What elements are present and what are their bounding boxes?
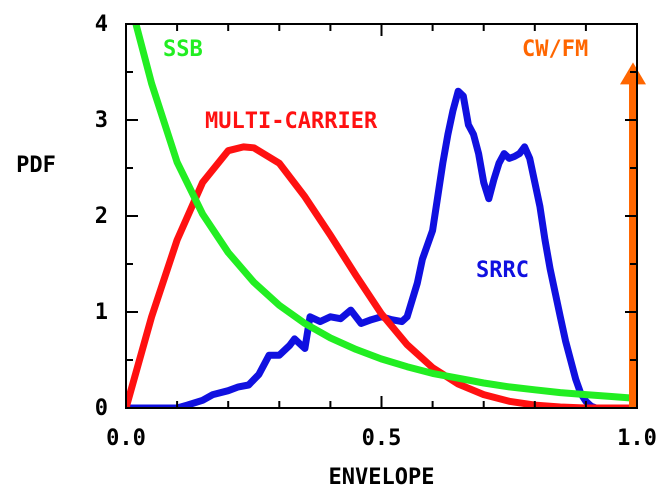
cw-fm-arrowhead-icon: [620, 62, 646, 85]
impulse-layer: [620, 62, 646, 408]
series-label-multi-carrier: MULTI-CARRIER: [205, 109, 378, 134]
series-label-ssb: SSB: [163, 37, 203, 62]
x-axis-label: ENVELOPE: [329, 465, 435, 490]
series-line-multi-carrier: [126, 143, 637, 408]
y-tick-label: 2: [95, 204, 108, 229]
series-line-srrc: [126, 87, 637, 408]
series-layer: [126, 24, 637, 408]
y-tick-label: 3: [95, 108, 108, 133]
x-tick-label: 0.0: [106, 426, 146, 451]
series-label-srrc: SRRC: [476, 258, 529, 283]
axis-ticks: [125, 23, 638, 409]
y-axis-label: PDF: [16, 153, 56, 178]
y-tick-label: 4: [95, 12, 108, 37]
series-line-ssb: [132, 24, 637, 402]
x-tick-label: 0.5: [362, 426, 402, 451]
series-label-cw-fm: CW/FM: [522, 37, 588, 62]
y-tick-label: 1: [95, 300, 108, 325]
y-tick-label: 0: [95, 396, 108, 421]
x-tick-label: 1.0: [617, 426, 657, 451]
